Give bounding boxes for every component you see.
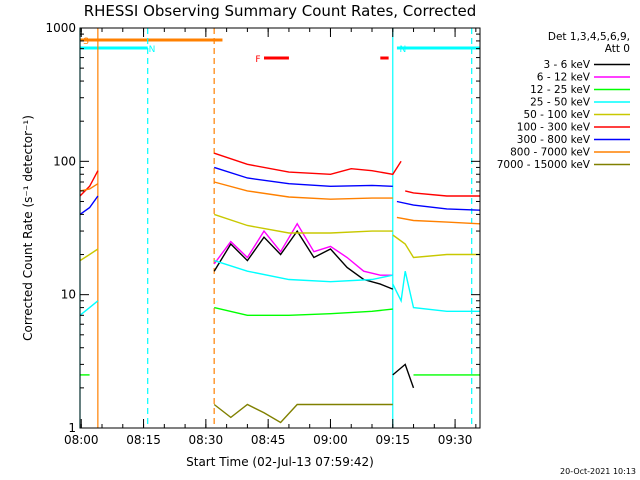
y-tick-label: 10 — [61, 288, 76, 302]
flag-label: S — [83, 37, 89, 47]
series-lines — [79, 152, 481, 424]
series-line — [213, 259, 393, 283]
series-line — [79, 248, 99, 262]
x-tick-label: 08:00 — [64, 433, 99, 447]
series-line — [392, 363, 415, 389]
series-line — [213, 222, 393, 276]
legend-header-2: Att 0 — [605, 43, 630, 55]
series-line — [213, 403, 393, 424]
legend-label: 50 - 100 keV — [523, 109, 590, 121]
series-line — [396, 200, 481, 211]
legend-label: 6 - 12 keV — [537, 72, 591, 84]
x-tick-label: 08:45 — [251, 433, 286, 447]
series-line — [79, 183, 99, 192]
series-line — [392, 271, 480, 312]
legend-label: 7000 - 15000 keV — [497, 159, 591, 171]
series-line — [79, 195, 99, 215]
series-line — [392, 234, 480, 259]
legend-label: 300 - 800 keV — [517, 134, 591, 146]
legend-label: 25 - 50 keV — [530, 97, 591, 109]
series-line — [79, 170, 99, 197]
x-tick-label: 08:15 — [126, 433, 161, 447]
series-line — [214, 306, 393, 316]
event-lines — [79, 28, 473, 428]
y-axis-ticks: 1 10 100 1000 — [45, 21, 480, 435]
legend-label: 100 - 300 keV — [517, 122, 591, 134]
y-tick-label: 1000 — [45, 21, 76, 35]
series-line — [214, 181, 393, 200]
plot-frame — [79, 27, 481, 429]
legend-label: 3 - 6 keV — [543, 59, 590, 71]
y-tick-label: 1 — [68, 421, 76, 435]
series-line — [213, 152, 402, 176]
x-axis-ticks: 08:00 08:15 08:30 08:45 09:00 09:15 09:30 — [64, 28, 477, 447]
flag-label: F — [255, 55, 260, 65]
chart-title: RHESSI Observing Summary Count Rates, Co… — [84, 2, 477, 20]
series-line — [213, 166, 393, 188]
series-line — [213, 213, 393, 234]
y-axis-label: Corrected Count Rate (s⁻¹ detector⁻¹) — [21, 115, 35, 341]
x-tick-label: 09:00 — [313, 433, 348, 447]
x-tick-label: 09:15 — [375, 433, 410, 447]
series-line — [79, 300, 99, 316]
series-line — [396, 216, 481, 225]
x-axis-label: Start Time (02-Jul-13 07:59:42) — [186, 455, 374, 469]
series-line — [405, 190, 480, 197]
footer-date: 20-Oct-2021 10:13 — [560, 467, 636, 476]
legend-label: 12 - 25 keV — [530, 84, 591, 96]
flag-bars: S N N F — [80, 37, 480, 65]
y-tick-label: 100 — [53, 154, 76, 168]
legend-header-1: Det 1,3,4,5,6,9, — [548, 31, 630, 43]
legend-label: 800 - 7000 keV — [510, 147, 591, 159]
x-tick-label: 09:30 — [438, 433, 473, 447]
x-tick-label: 08:30 — [189, 433, 224, 447]
flag-label: N — [149, 45, 156, 55]
flag-label: N — [400, 45, 407, 55]
